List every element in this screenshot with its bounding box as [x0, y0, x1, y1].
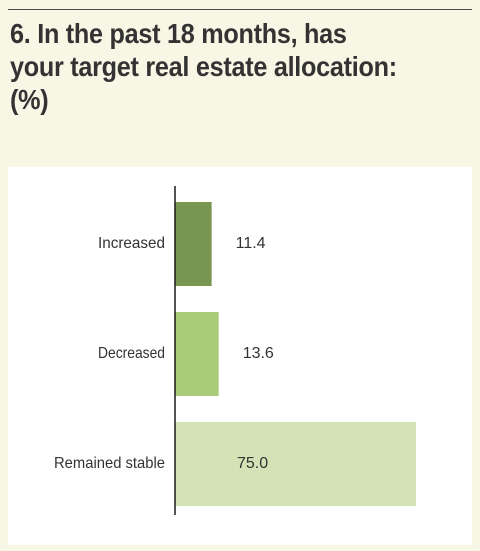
bar-remained-stable — [175, 422, 416, 506]
value-label: 75.0 — [237, 455, 268, 472]
bar-increased — [175, 202, 212, 286]
category-label: Decreased — [98, 345, 165, 362]
bars-layer — [175, 202, 416, 506]
value-label: 11.4 — [236, 235, 266, 252]
labels-layer: Increased 11.4 Decreased 13.6 Remained stabl… — [54, 235, 274, 472]
category-label: Remained stable — [54, 455, 165, 472]
chart-title: 6. In the past 18 months, has your targe… — [10, 18, 397, 115]
value-label: 13.6 — [243, 345, 274, 362]
top-rule — [8, 9, 472, 10]
bar-decreased — [175, 312, 219, 396]
category-label: Increased — [98, 235, 165, 252]
